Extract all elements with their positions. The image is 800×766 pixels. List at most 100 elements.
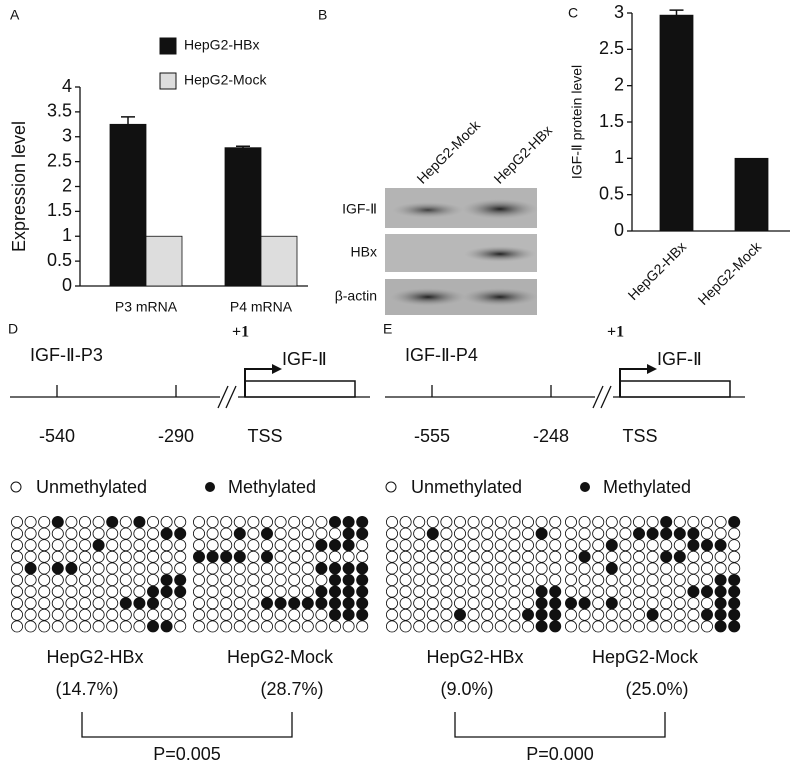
cpg-dot xyxy=(174,574,187,587)
cpg-dot xyxy=(342,597,355,610)
cpg-dot xyxy=(174,597,187,610)
cpg-dot xyxy=(605,516,618,529)
cpg-dot xyxy=(619,574,632,587)
cpg-dot xyxy=(301,539,314,552)
cpg-dot xyxy=(578,574,591,587)
cpg-dot xyxy=(38,608,51,621)
cpg-dot xyxy=(701,608,714,621)
cpg-dot xyxy=(633,597,646,610)
band xyxy=(392,202,464,218)
cpg-dot xyxy=(260,608,273,621)
cpg-dot xyxy=(24,527,37,540)
cpg-dot xyxy=(522,585,535,598)
cpg-dot xyxy=(508,562,521,575)
cpg-dot xyxy=(646,539,659,552)
cpg-dot xyxy=(328,539,341,552)
cpg-dot xyxy=(385,550,398,563)
cpg-dot xyxy=(133,516,146,529)
cpg-dot xyxy=(714,562,727,575)
cpg-dot xyxy=(453,550,466,563)
cpg-dot xyxy=(79,539,92,552)
cpg-dot xyxy=(565,620,578,633)
cpg-dot xyxy=(174,620,187,633)
cpg-dot xyxy=(301,527,314,540)
cpg-dot xyxy=(24,550,37,563)
cpg-dot xyxy=(174,550,187,563)
cpg-dot xyxy=(106,620,119,633)
cpg-dot xyxy=(10,608,23,621)
legend-label: HepG2-Mock xyxy=(184,72,267,88)
cpg-dot xyxy=(508,550,521,563)
cpg-dot xyxy=(160,620,173,633)
cpg-dot xyxy=(592,562,605,575)
cpg-dot xyxy=(79,620,92,633)
bar xyxy=(145,235,183,287)
cpg-dot xyxy=(687,574,700,587)
cpg-dot xyxy=(342,516,355,529)
cpg-dot xyxy=(160,597,173,610)
cpg-dot xyxy=(481,620,494,633)
cpg-dot xyxy=(247,597,260,610)
cpg-dot xyxy=(453,608,466,621)
cpg-dot xyxy=(174,527,187,540)
cpg-dot xyxy=(687,608,700,621)
cpg-dot xyxy=(660,562,673,575)
cpg-dot xyxy=(301,516,314,529)
cpg-dot xyxy=(206,562,219,575)
cpg-dot xyxy=(714,608,727,621)
cpg-dot xyxy=(578,585,591,598)
cpg-dot xyxy=(260,574,273,587)
cpg-dot xyxy=(728,562,741,575)
cpg-dot xyxy=(174,516,187,529)
cpg-dot xyxy=(522,562,535,575)
cpg-dot xyxy=(342,608,355,621)
cpg-dot xyxy=(192,550,205,563)
cpg-dot xyxy=(481,539,494,552)
cpg-dot xyxy=(315,527,328,540)
cpg-dot xyxy=(673,527,686,540)
arrow-head xyxy=(272,364,282,374)
cpg-dot xyxy=(453,620,466,633)
cpg-dot xyxy=(301,562,314,575)
cpg-dot xyxy=(701,539,714,552)
cpg-dot xyxy=(10,550,23,563)
cpg-dot xyxy=(192,620,205,633)
y-tick-label: 1.5 xyxy=(599,111,624,131)
cpg-dot xyxy=(549,516,562,529)
cpg-dot xyxy=(260,585,273,598)
group-percent: (25.0%) xyxy=(625,679,688,699)
x-tick-label: P4 mRNA xyxy=(230,299,293,315)
cpg-dot xyxy=(247,527,260,540)
cpg-dot xyxy=(79,550,92,563)
cpg-dot xyxy=(413,539,426,552)
cpg-dot xyxy=(133,550,146,563)
cpg-dot xyxy=(220,562,233,575)
cpg-dot xyxy=(494,620,507,633)
cpg-dot xyxy=(206,527,219,540)
cpg-dot xyxy=(315,597,328,610)
cpg-dot xyxy=(494,516,507,529)
cpg-dot xyxy=(633,539,646,552)
y-axis-label: Expression level xyxy=(9,121,29,252)
cpg-dot xyxy=(160,539,173,552)
cpg-dot xyxy=(728,550,741,563)
cpg-dot xyxy=(174,562,187,575)
band xyxy=(462,199,538,219)
legend-label: Methylated xyxy=(603,477,691,497)
cpg-dot xyxy=(106,527,119,540)
cpg-dot xyxy=(51,574,64,587)
cpg-dot xyxy=(714,620,727,633)
y-tick-label: 2 xyxy=(614,74,624,94)
cpg-dot xyxy=(247,574,260,587)
cpg-dot xyxy=(619,527,632,540)
cpg-dot xyxy=(646,585,659,598)
cpg-dot xyxy=(146,550,159,563)
cpg-dot xyxy=(274,574,287,587)
cpg-dot xyxy=(619,550,632,563)
cpg-dot xyxy=(65,539,78,552)
cpg-dot xyxy=(565,585,578,598)
cpg-dot xyxy=(578,527,591,540)
cpg-dot xyxy=(660,597,673,610)
cpg-dot xyxy=(687,620,700,633)
cpg-dot xyxy=(413,597,426,610)
